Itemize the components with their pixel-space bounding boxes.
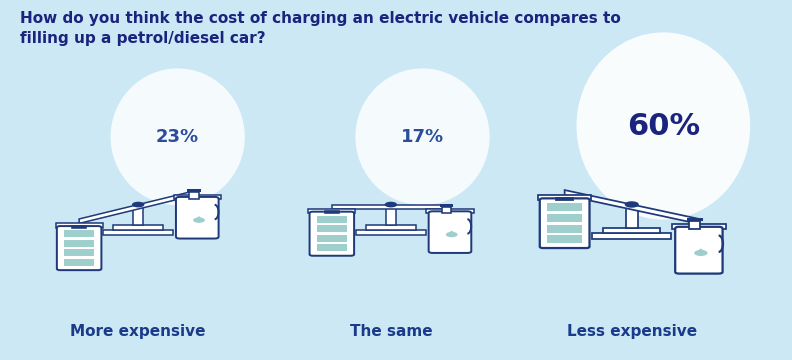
Bar <box>547 235 582 243</box>
Bar <box>64 230 94 237</box>
Circle shape <box>446 232 458 237</box>
Bar <box>189 192 199 199</box>
Bar <box>547 214 582 222</box>
Bar <box>64 240 94 247</box>
FancyBboxPatch shape <box>428 211 471 253</box>
Polygon shape <box>447 230 455 234</box>
FancyBboxPatch shape <box>540 198 589 248</box>
FancyBboxPatch shape <box>57 226 101 270</box>
Bar <box>308 209 356 213</box>
Polygon shape <box>195 216 203 219</box>
Bar <box>317 225 347 233</box>
Bar <box>72 226 86 228</box>
Bar <box>317 235 347 242</box>
Polygon shape <box>79 190 197 224</box>
Bar <box>317 244 347 251</box>
Bar <box>604 228 661 233</box>
Bar <box>113 225 163 230</box>
Bar <box>687 218 703 221</box>
Ellipse shape <box>111 68 245 205</box>
FancyBboxPatch shape <box>176 197 219 239</box>
Text: 60%: 60% <box>626 112 700 140</box>
Bar <box>64 259 94 266</box>
Bar <box>173 195 221 199</box>
Bar <box>104 230 173 235</box>
Bar <box>325 211 339 213</box>
FancyBboxPatch shape <box>310 212 354 256</box>
Polygon shape <box>696 248 705 252</box>
Bar <box>187 189 200 192</box>
Text: More expensive: More expensive <box>70 324 206 339</box>
Bar <box>557 198 573 200</box>
Bar <box>592 233 672 239</box>
Text: 23%: 23% <box>156 128 200 146</box>
Bar <box>426 209 474 213</box>
Bar <box>538 195 592 200</box>
Bar <box>366 225 416 230</box>
Text: Less expensive: Less expensive <box>567 324 697 339</box>
Bar <box>55 224 103 228</box>
Circle shape <box>132 202 144 207</box>
Bar <box>672 224 725 229</box>
Bar <box>547 225 582 233</box>
Bar <box>547 203 582 211</box>
Text: How do you think the cost of charging an electric vehicle compares to
filling up: How do you think the cost of charging an… <box>20 11 620 46</box>
Circle shape <box>193 217 205 223</box>
Circle shape <box>625 201 639 208</box>
Circle shape <box>385 202 397 207</box>
Ellipse shape <box>577 32 750 220</box>
Polygon shape <box>565 190 699 224</box>
FancyBboxPatch shape <box>676 227 722 274</box>
Bar <box>626 207 638 228</box>
Ellipse shape <box>356 68 489 205</box>
Bar <box>689 221 700 229</box>
Bar <box>64 249 94 256</box>
Circle shape <box>694 250 707 256</box>
Bar <box>442 207 451 213</box>
Text: The same: The same <box>349 324 432 339</box>
Bar <box>356 230 425 235</box>
Bar <box>386 207 396 225</box>
Bar <box>440 204 453 207</box>
Bar <box>317 216 347 223</box>
Text: 17%: 17% <box>401 128 444 146</box>
Polygon shape <box>332 204 450 209</box>
Bar <box>133 207 143 225</box>
